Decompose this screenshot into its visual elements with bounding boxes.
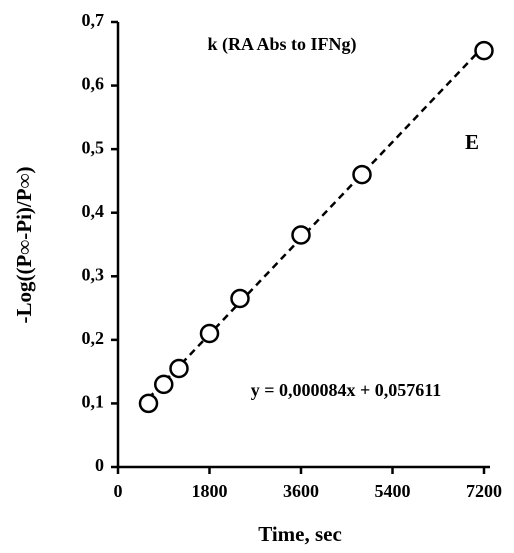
x-tick-label: 0 (114, 481, 123, 501)
y-tick-label: 0,7 (82, 10, 105, 30)
y-tick-label: 0,5 (82, 137, 105, 157)
data-point (199, 323, 220, 344)
data-point (154, 374, 174, 395)
data-point (230, 288, 250, 309)
data-point (291, 225, 311, 245)
x-tick-label: 1800 (192, 481, 228, 501)
chart-title: k (RA Abs to IFNg) (207, 34, 356, 55)
y-tick-label: 0,4 (82, 201, 105, 221)
data-point (169, 358, 189, 379)
x-tick-label: 3600 (283, 481, 319, 501)
data-point (138, 393, 159, 414)
y-tick-label: 0,1 (82, 392, 105, 412)
x-axis-label: Time, sec (258, 522, 342, 546)
y-tick-label: 0,2 (82, 328, 105, 348)
data-point (352, 164, 372, 185)
panel-label: E (465, 130, 479, 154)
equation: y = 0,000084x + 0,057611 (251, 380, 442, 400)
x-tick-label: 7200 (466, 481, 502, 501)
y-tick-label: 0 (95, 455, 104, 475)
x-tick-label: 5400 (375, 481, 411, 501)
data-point (474, 40, 494, 61)
y-axis-label: -Log((P∞-Pi)/P∞) (12, 166, 36, 323)
y-tick-label: 0,3 (82, 264, 105, 284)
y-tick-label: 0,6 (82, 74, 105, 94)
trend-line (147, 45, 485, 400)
